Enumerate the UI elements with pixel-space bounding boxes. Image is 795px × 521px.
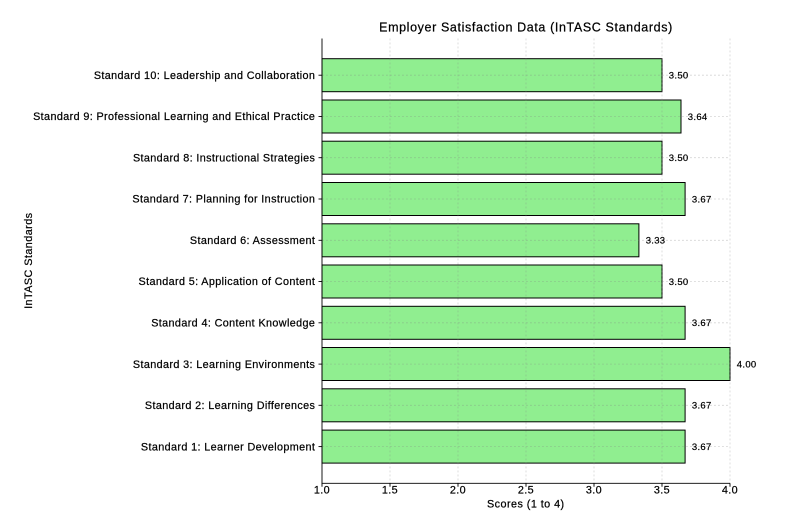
svg-text:Standard 6: Assessment: Standard 6: Assessment (190, 235, 315, 247)
svg-text:Standard 9: Professional Learn: Standard 9: Professional Learning and Et… (33, 111, 315, 123)
svg-text:3.67: 3.67 (692, 318, 712, 329)
svg-text:3.50: 3.50 (669, 277, 689, 288)
svg-text:4.00: 4.00 (737, 359, 757, 370)
svg-text:3.0: 3.0 (586, 485, 602, 497)
svg-text:3.64: 3.64 (688, 112, 708, 123)
svg-text:3.67: 3.67 (692, 401, 712, 412)
svg-text:3.50: 3.50 (669, 153, 689, 164)
svg-text:3.67: 3.67 (692, 442, 712, 453)
svg-text:Scores (1 to 4): Scores (1 to 4) (487, 498, 565, 510)
svg-text:Standard 4: Content Knowledge: Standard 4: Content Knowledge (151, 318, 315, 330)
svg-text:Standard 5: Application of Con: Standard 5: Application of Content (139, 276, 316, 288)
svg-text:3.5: 3.5 (654, 485, 670, 497)
svg-text:Standard 3: Learning Environme: Standard 3: Learning Environments (133, 359, 316, 371)
svg-text:Employer Satisfaction Data (In: Employer Satisfaction Data (InTASC Stand… (379, 21, 673, 35)
svg-text:Standard 7: Planning for Instr: Standard 7: Planning for Instruction (132, 194, 315, 206)
svg-text:Standard 2: Learning Differenc: Standard 2: Learning Differences (145, 400, 316, 412)
svg-text:3.33: 3.33 (646, 236, 666, 247)
svg-text:2.0: 2.0 (450, 485, 466, 497)
svg-text:3.67: 3.67 (692, 194, 712, 205)
svg-text:4.0: 4.0 (722, 485, 738, 497)
svg-text:3.50: 3.50 (669, 71, 689, 82)
svg-text:InTASC Standards: InTASC Standards (23, 212, 35, 309)
svg-text:Standard 8: Instructional Stra: Standard 8: Instructional Strategies (133, 152, 316, 164)
svg-text:Standard 1: Learner Developmen: Standard 1: Learner Development (141, 441, 315, 453)
svg-text:1.0: 1.0 (314, 485, 330, 497)
svg-text:2.5: 2.5 (518, 485, 534, 497)
svg-text:Standard 10: Leadership and Co: Standard 10: Leadership and Collaboratio… (94, 70, 315, 82)
svg-text:1.5: 1.5 (382, 485, 398, 497)
